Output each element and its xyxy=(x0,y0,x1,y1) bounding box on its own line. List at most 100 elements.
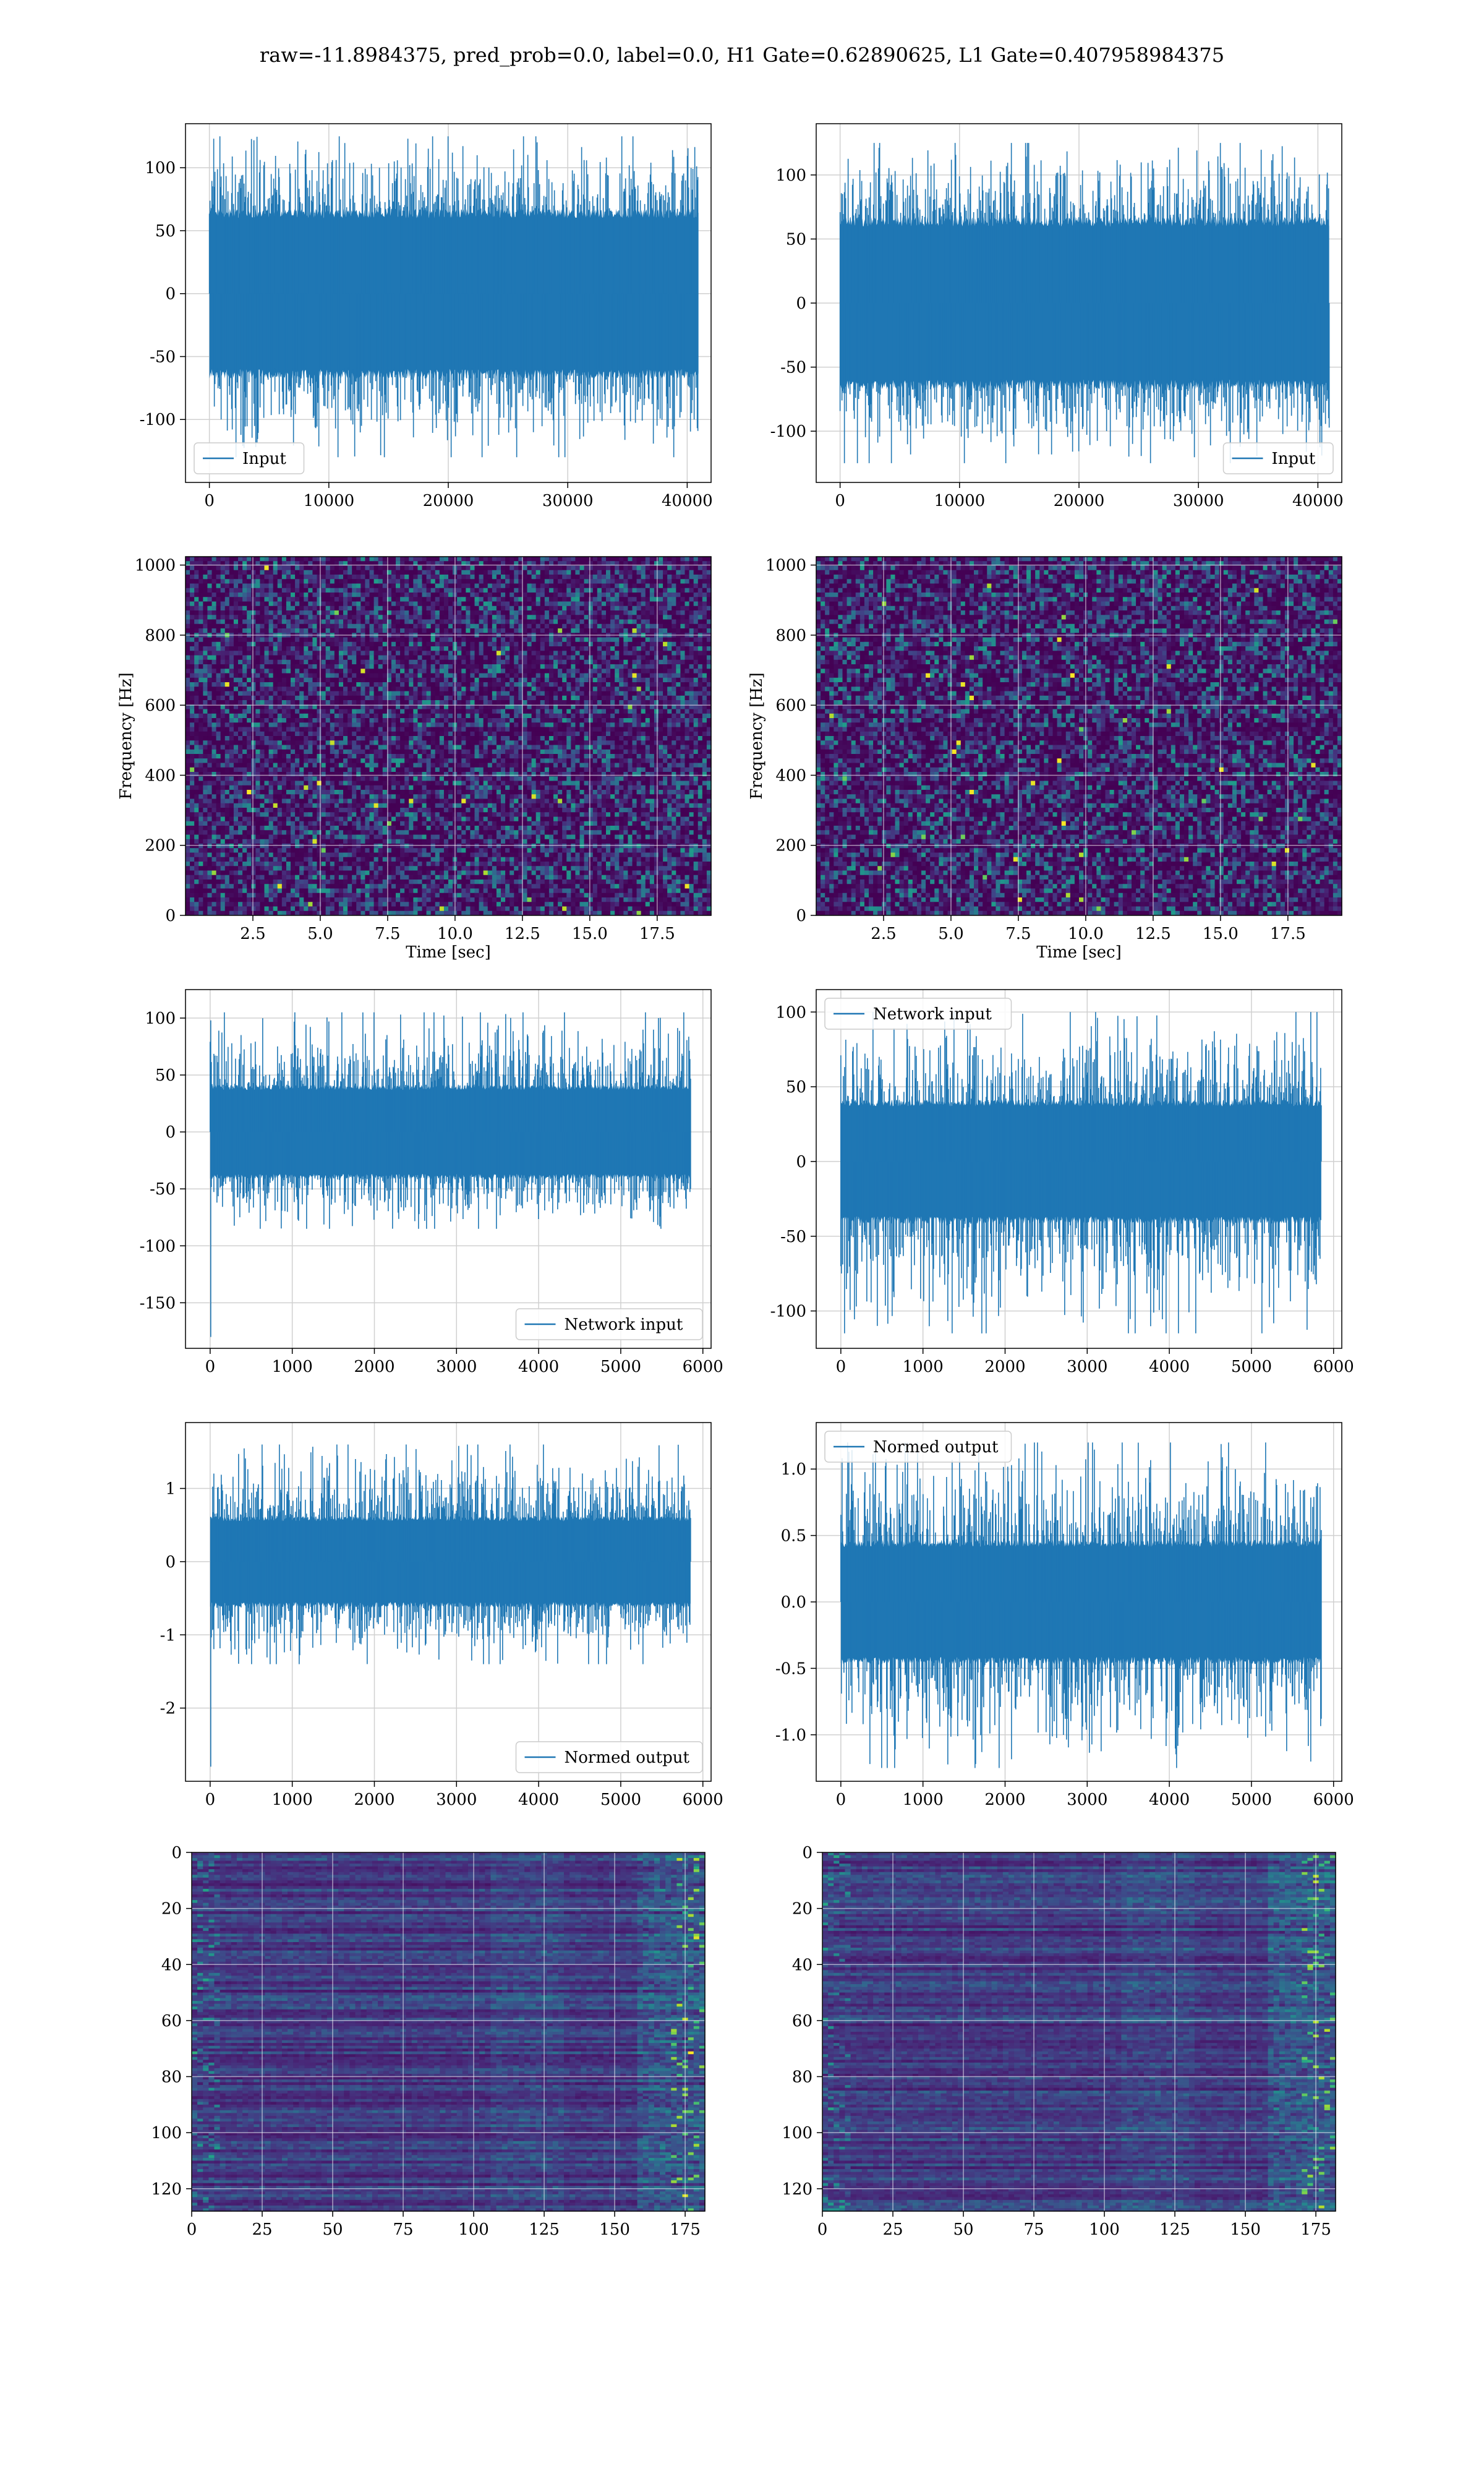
heatmap-cell xyxy=(435,731,440,737)
heatmap-cell xyxy=(483,593,488,597)
heatmap-cell xyxy=(273,731,278,737)
heatmap-cell xyxy=(291,727,296,732)
heatmap-cell xyxy=(417,677,423,683)
heatmap-cell xyxy=(373,623,379,629)
heatmap-cell xyxy=(348,565,352,571)
heatmap-cell xyxy=(693,673,699,678)
heatmap-cell xyxy=(474,677,480,683)
heatmap-cell xyxy=(417,651,423,656)
heatmap-cell xyxy=(422,722,427,728)
heatmap-cell xyxy=(548,673,554,678)
heatmap-cell xyxy=(492,673,497,678)
heatmap-cell xyxy=(325,727,331,732)
heatmap-cell xyxy=(426,597,432,602)
heatmap-cell xyxy=(601,677,607,683)
heatmap-cell xyxy=(264,557,270,562)
heatmap-cell xyxy=(317,557,322,562)
heatmap-cell xyxy=(224,659,230,665)
heatmap-cell xyxy=(636,687,642,692)
heatmap-cell xyxy=(400,588,405,593)
heatmap-cell xyxy=(553,575,558,580)
heatmap-cell xyxy=(601,615,607,620)
heatmap-cell xyxy=(584,651,589,656)
heatmap-cell xyxy=(510,593,514,597)
heatmap-cell xyxy=(426,628,432,633)
heatmap-cell xyxy=(365,727,370,732)
heatmap-cell xyxy=(382,610,388,615)
heatmap-cell xyxy=(273,641,278,647)
heatmap-cell xyxy=(277,588,283,593)
heatmap-cell xyxy=(409,709,414,714)
heatmap-cell xyxy=(404,682,409,687)
heatmap-cell xyxy=(575,557,581,562)
heatmap-cell xyxy=(697,561,703,567)
heatmap-cell xyxy=(592,722,598,728)
heatmap-cell xyxy=(636,597,642,602)
heatmap-cell xyxy=(628,583,633,589)
heatmap-cell xyxy=(579,655,585,661)
heatmap-cell xyxy=(417,565,423,571)
heatmap-cell xyxy=(601,646,607,651)
heatmap-cell xyxy=(676,700,681,705)
heatmap-cell xyxy=(273,606,278,611)
heatmap-cell xyxy=(676,641,681,647)
heatmap-cell xyxy=(203,673,208,678)
heatmap-cell xyxy=(558,664,563,669)
heatmap-cell xyxy=(439,669,445,674)
heatmap-cell xyxy=(448,575,453,580)
heatmap-cell xyxy=(334,606,339,611)
heatmap-cell xyxy=(676,628,681,633)
heatmap-cell xyxy=(663,669,668,674)
heatmap-cell xyxy=(198,561,203,567)
heatmap-cell xyxy=(373,606,379,611)
heatmap-cell xyxy=(233,565,239,571)
heatmap-cell xyxy=(518,704,524,710)
heatmap-cell xyxy=(203,682,208,687)
heatmap-cell xyxy=(496,695,501,701)
heatmap-cell xyxy=(400,651,405,656)
heatmap-cell xyxy=(579,722,585,728)
heatmap-cell xyxy=(566,628,571,633)
heatmap-cell xyxy=(417,687,423,692)
heatmap-cell xyxy=(186,659,190,665)
heatmap-cell xyxy=(680,561,686,567)
heatmap-cell xyxy=(264,691,270,696)
heatmap-cell xyxy=(676,615,681,620)
heatmap-cell xyxy=(483,565,488,571)
heatmap-cell xyxy=(584,646,589,651)
heatmap-cell xyxy=(527,606,532,611)
heatmap-cell xyxy=(286,731,291,737)
heatmap-cell xyxy=(312,565,318,571)
heatmap-cell xyxy=(527,700,532,705)
heatmap-cell xyxy=(706,709,712,714)
heatmap-cell xyxy=(562,570,567,575)
heatmap-cell xyxy=(448,718,453,723)
heatmap-cell xyxy=(194,637,199,643)
heatmap-cell xyxy=(654,664,659,669)
axes-frame xyxy=(816,123,1342,483)
heatmap-cell xyxy=(352,695,357,701)
heatmap-cell xyxy=(501,561,506,567)
heatmap-cell xyxy=(649,610,655,615)
heatmap-cell xyxy=(558,669,563,674)
heatmap-cell xyxy=(304,619,309,625)
heatmap-cell xyxy=(645,695,650,701)
heatmap-cell xyxy=(579,565,585,571)
heatmap-cell xyxy=(623,718,629,723)
heatmap-cell xyxy=(501,579,506,584)
heatmap-cell xyxy=(194,565,199,571)
heatmap-cell xyxy=(514,623,519,629)
heatmap-cell xyxy=(343,641,348,647)
heatmap-cell xyxy=(697,588,703,593)
heatmap-cell xyxy=(422,669,427,674)
heatmap-cell xyxy=(448,593,453,597)
heatmap-cell xyxy=(672,682,676,687)
heatmap-cell xyxy=(400,727,405,732)
heatmap-cell xyxy=(325,583,331,589)
heatmap-cell xyxy=(194,561,199,567)
heatmap-cell xyxy=(220,655,226,661)
heatmap-cell xyxy=(422,575,427,580)
heatmap-cell xyxy=(242,637,247,643)
heatmap-cell xyxy=(492,691,497,696)
heatmap-cell xyxy=(470,718,475,723)
